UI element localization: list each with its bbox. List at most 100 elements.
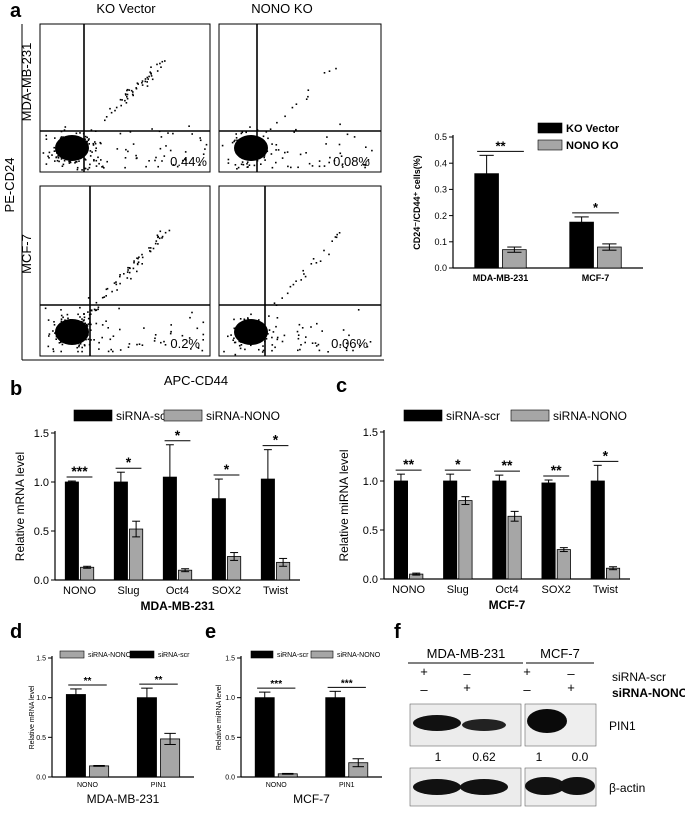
flow-event-dot <box>104 119 106 122</box>
flow-event-dot <box>287 165 289 168</box>
blot-row-label-nono: siRNA-NONO <box>612 686 685 700</box>
flow-event-dot <box>256 322 259 324</box>
flow-event-dot <box>67 147 70 150</box>
flow-event-dot <box>345 349 348 352</box>
flow-event-dot <box>199 139 202 142</box>
flow-event-dot <box>114 109 116 112</box>
flow-event-dot <box>55 156 58 158</box>
flow-event-dot <box>75 141 78 144</box>
flow-event-dot <box>357 309 360 311</box>
flow-event-dot <box>243 340 246 343</box>
flow-event-dot <box>121 99 123 101</box>
flow-event-dot <box>256 159 259 162</box>
flow-event-dot <box>130 277 132 280</box>
flow-event-dot <box>60 309 62 311</box>
flow-event-dot <box>238 146 240 149</box>
flow-event-dot <box>68 340 71 342</box>
flow-event-dot <box>181 334 184 337</box>
flow-event-dot <box>255 330 257 333</box>
flow-event-dot <box>60 130 63 133</box>
flow-event-dot <box>163 340 165 343</box>
flow-event-dot <box>73 139 76 142</box>
flow-event-dot <box>227 158 230 161</box>
flow-event-dot <box>63 337 66 340</box>
category-label: NONO <box>266 782 288 789</box>
flow-event-dot <box>264 159 266 161</box>
flow-event-dot <box>79 143 82 145</box>
flow-event-dot <box>67 317 69 320</box>
flow-event-dot <box>239 318 242 320</box>
flow-event-dot <box>296 330 299 333</box>
flow-event-dot <box>258 147 260 149</box>
flow-event-dot <box>93 308 96 311</box>
flow-event-dot <box>91 151 93 153</box>
flow-event-dot <box>45 163 48 165</box>
flow-event-dot <box>325 143 327 145</box>
flow-event-dot <box>249 326 251 329</box>
flow-event-dot <box>126 93 129 96</box>
flow-event-dot <box>191 311 193 314</box>
flow-event-dot <box>66 313 69 316</box>
flow-event-dot <box>281 297 283 299</box>
legend-swatch-siRNA-NONO <box>59 650 85 659</box>
y-tick-label: 1.0 <box>34 477 49 489</box>
flow-event-dot <box>299 348 301 351</box>
chart-c: 0.0 0.5 1.0 1.5 Relative miRNA level ** NONO * S… <box>337 409 630 612</box>
flow-event-dot <box>241 131 244 134</box>
flow-event-dot <box>68 162 71 164</box>
flow-event-dot <box>93 159 95 162</box>
flow-event-dot <box>71 146 74 148</box>
flow-event-dot <box>243 338 245 340</box>
category-label: Slug <box>117 585 139 597</box>
flow-event-dot <box>60 332 63 335</box>
bar-SOX2-siRNA-NONO <box>556 549 571 580</box>
flow-event-dot <box>73 325 76 328</box>
blot-sign-mda-scr-1: + <box>420 664 428 679</box>
flow-event-dot <box>334 236 337 238</box>
flow-event-dot <box>48 333 51 335</box>
flow-event-dot <box>237 166 240 169</box>
chart-e: 0.0 0.5 1.0 1.5 Relative miRNA level *** NONO *… <box>216 650 382 806</box>
legend-label-KO Vector: KO Vector <box>566 123 620 135</box>
flow-event-dot <box>92 142 95 145</box>
flow-event-dot <box>270 153 273 155</box>
flow-event-dot <box>119 328 121 331</box>
flow-event-dot <box>240 341 242 343</box>
flow-event-dot <box>255 144 258 146</box>
flow-event-dot <box>298 323 301 326</box>
flow-event-dot <box>271 349 273 352</box>
flow-event-dot <box>48 151 51 154</box>
flow-event-dot <box>247 338 250 340</box>
flow-event-dot <box>364 164 367 166</box>
flow-event-dot <box>68 146 70 149</box>
flow-event-dot <box>256 328 259 331</box>
flow-event-dot <box>233 337 235 340</box>
flow-event-dot <box>311 165 314 167</box>
flow-event-dot <box>154 242 157 245</box>
flow-event-dot <box>276 336 279 339</box>
flow-event-dot <box>136 157 138 159</box>
flow-event-dot <box>161 60 164 63</box>
flow-event-dot <box>172 132 174 135</box>
blot-quant-mcf7-scr: 1 <box>536 750 543 764</box>
flow-event-dot <box>221 144 224 147</box>
flow-event-dot <box>247 318 249 320</box>
flow-event-dot <box>266 150 269 153</box>
flow-event-dot <box>160 66 162 68</box>
x-axis-label: MCF-7 <box>489 598 526 612</box>
flow-event-dot <box>128 89 131 91</box>
flow-event-dot <box>87 297 90 299</box>
flow-event-dot <box>59 154 62 156</box>
flow-event-dot <box>241 161 244 163</box>
panel-label-e: e <box>205 621 216 643</box>
flow-event-dot <box>275 325 277 328</box>
flow-event-dot <box>110 348 112 351</box>
flow-event-dot <box>250 344 252 347</box>
flow-event-dot <box>72 139 74 142</box>
y-tick-label: 1.0 <box>363 476 378 488</box>
flow-event-dot <box>153 340 156 342</box>
flow-event-dot <box>196 327 199 330</box>
category-label: SOX2 <box>212 585 241 597</box>
flow-event-dot <box>60 318 63 320</box>
